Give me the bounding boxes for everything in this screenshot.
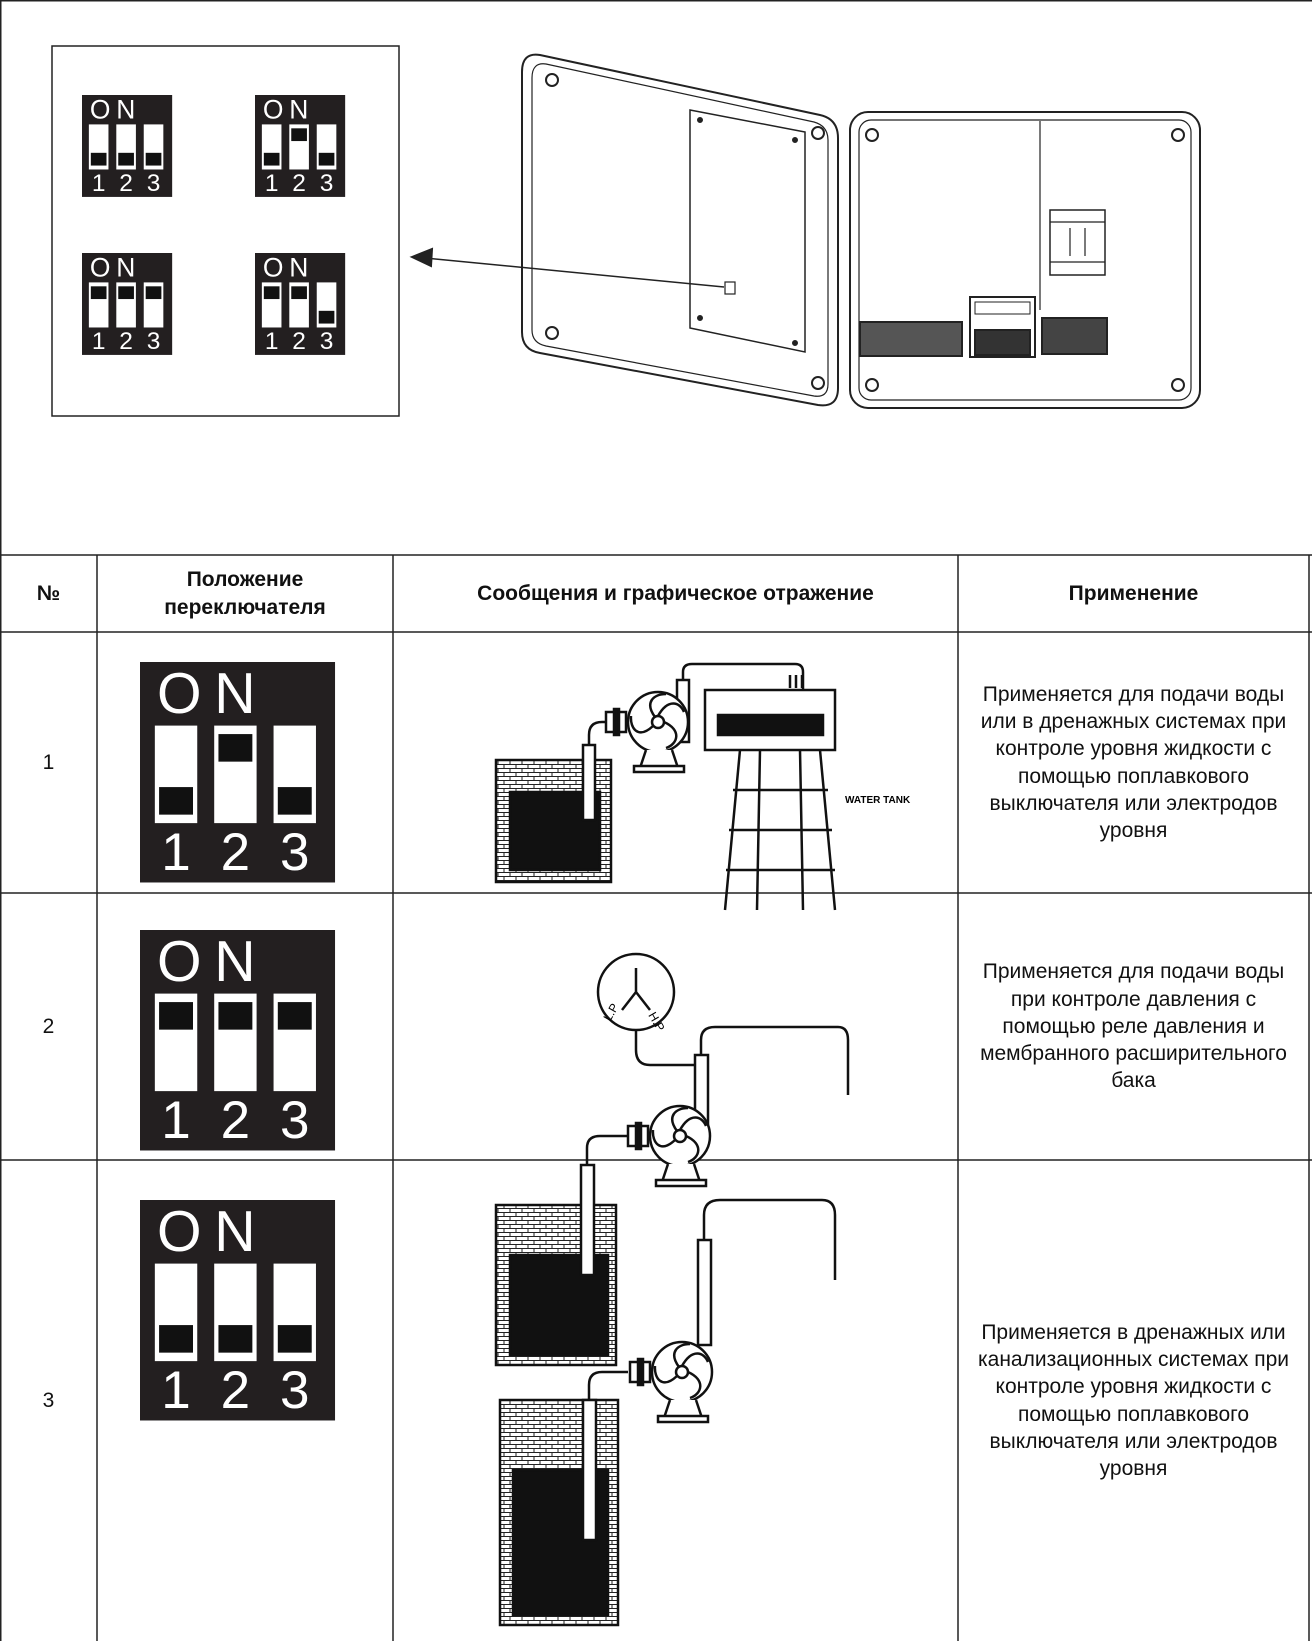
dip-knob — [145, 152, 162, 166]
dip-knob — [90, 152, 107, 166]
dip-number: 1 — [161, 1361, 190, 1420]
dip-knob — [277, 1002, 312, 1030]
dip-on-label: ON — [90, 253, 141, 283]
dip-knob — [159, 1002, 193, 1030]
dip-knob — [263, 286, 280, 300]
dip-number: 1 — [161, 823, 190, 882]
dip-number: 2 — [221, 1091, 250, 1150]
dip-number: 1 — [92, 170, 106, 197]
dip-knob — [291, 128, 307, 142]
dip-knob — [118, 152, 134, 166]
dip-number: 1 — [265, 170, 279, 197]
header-switch: Положение переключателя — [164, 568, 326, 619]
dip-knob — [277, 1325, 312, 1353]
dip-on-label: ON — [157, 1200, 268, 1264]
dip-number: 3 — [280, 823, 309, 882]
dip-number: 3 — [147, 170, 161, 197]
cabinet — [409, 53, 1201, 409]
dip-knob — [291, 286, 307, 300]
dip-number: 3 — [147, 328, 161, 355]
header-graphic: Сообщения и графическое отражение — [477, 581, 874, 605]
dip-number: 2 — [119, 170, 133, 197]
dip-number: 3 — [320, 328, 334, 355]
dip-knob — [263, 152, 280, 166]
row-application: Применяется для подачи воды при контроле… — [980, 960, 1287, 1093]
dip-on-label: ON — [157, 662, 268, 726]
dip-on-label: ON — [157, 930, 268, 994]
pump-diagram-2 — [494, 952, 850, 1367]
dip-number: 2 — [292, 328, 306, 355]
dip-knob — [218, 1002, 253, 1030]
dip-knob — [159, 1325, 193, 1353]
dip-knob — [318, 152, 335, 166]
row-application: Применяется для подачи воды или в дренаж… — [980, 682, 1287, 843]
dip-number: 2 — [221, 1361, 250, 1420]
dip-number: 3 — [280, 1091, 309, 1150]
dip-number: 1 — [161, 1091, 190, 1150]
dip-knob — [118, 286, 134, 300]
row-number: 2 — [42, 1014, 55, 1038]
pump-diagram-3 — [498, 1198, 837, 1627]
row-application: Применяется в дренажных или канализацион… — [978, 1320, 1289, 1481]
dip-on-label: ON — [263, 253, 314, 283]
water-tank-label: WATER TANK — [845, 795, 911, 806]
dip-number: 3 — [280, 1361, 309, 1420]
dip-knob — [145, 286, 162, 300]
header-number: № — [36, 581, 61, 605]
inset-box — [51, 45, 400, 417]
dip-on-label: ON — [263, 95, 314, 125]
pump-diagram-1 — [494, 662, 837, 911]
dip-number: 1 — [265, 328, 279, 355]
dip-number: 1 — [92, 328, 106, 355]
dip-on-label: ON — [90, 95, 141, 125]
dip-knob — [90, 286, 107, 300]
dip-knob — [318, 310, 335, 324]
dip-knob — [277, 787, 312, 815]
header-application: Применение — [1068, 581, 1199, 605]
dip-number: 2 — [292, 170, 306, 197]
dip-number: 2 — [119, 328, 133, 355]
dip-knob — [218, 734, 253, 762]
dip-knob — [159, 787, 193, 815]
dip-knob — [218, 1325, 253, 1353]
dip-number: 2 — [221, 823, 250, 882]
row-number: 1 — [42, 750, 55, 774]
dip-number: 3 — [320, 170, 334, 197]
row-number: 3 — [42, 1388, 55, 1412]
